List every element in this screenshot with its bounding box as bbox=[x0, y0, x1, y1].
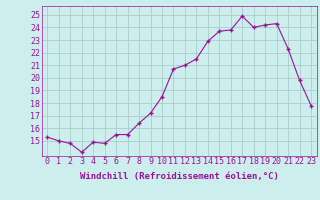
X-axis label: Windchill (Refroidissement éolien,°C): Windchill (Refroidissement éolien,°C) bbox=[80, 172, 279, 181]
